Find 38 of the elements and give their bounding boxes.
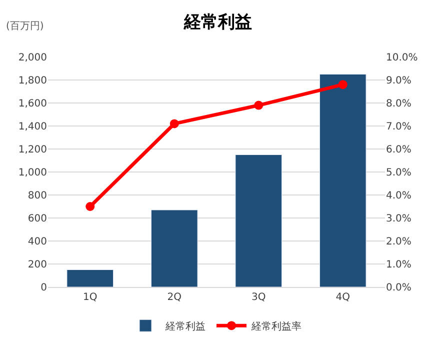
legend-label: 経常利益 [164, 320, 206, 332]
point [170, 119, 179, 128]
x-tick-label: 2Q [167, 292, 182, 303]
y-tick-label: 1,600 [18, 98, 47, 110]
y-tick-label: 2,000 [18, 52, 47, 64]
bar [66, 270, 114, 287]
x-tick-label: 1Q [83, 292, 98, 303]
y-tick-label: 0 [40, 282, 47, 294]
y2-tick-label: 2.0% [386, 236, 412, 248]
y-tick-label: 400 [28, 236, 47, 248]
x-tick-label: 4Q [336, 292, 350, 303]
y-tick-label: 200 [28, 260, 47, 270]
y2-tick-label: 5.0% [386, 168, 412, 178]
point [338, 80, 348, 90]
legend-label: 経常利益率 [250, 320, 302, 332]
y2-tick-label: 10.0% [386, 52, 418, 64]
x-tick-label: 3Q [252, 292, 266, 303]
y2-tick-label: 3.0% [386, 214, 412, 224]
bar [235, 154, 282, 287]
y-axis-title: (百万円) [6, 21, 44, 32]
y2-tick-label: 6.0% [386, 144, 412, 156]
y-tick-label: 1,000 [18, 168, 47, 178]
point [254, 100, 264, 110]
y-tick-label: 1,400 [18, 122, 47, 132]
chart-title: 経常利益 [183, 12, 252, 33]
y2-tick-label: 0.0% [386, 282, 412, 294]
point [86, 202, 95, 211]
y2-tick-label: 8.0% [386, 98, 412, 110]
y-tick-label: 800 [28, 190, 47, 202]
y2-tick-label: 9.0% [386, 76, 412, 86]
y-tick-label: 1,200 [18, 144, 47, 156]
bar [150, 210, 198, 287]
bar [319, 74, 366, 287]
y2-tick-label: 7.0% [386, 122, 412, 132]
y2-tick-label: 1.0% [386, 260, 412, 270]
y-tick-label: 1,800 [18, 76, 47, 86]
y-tick-label: 600 [28, 214, 47, 224]
y2-tick-label: 4.0% [386, 190, 412, 202]
